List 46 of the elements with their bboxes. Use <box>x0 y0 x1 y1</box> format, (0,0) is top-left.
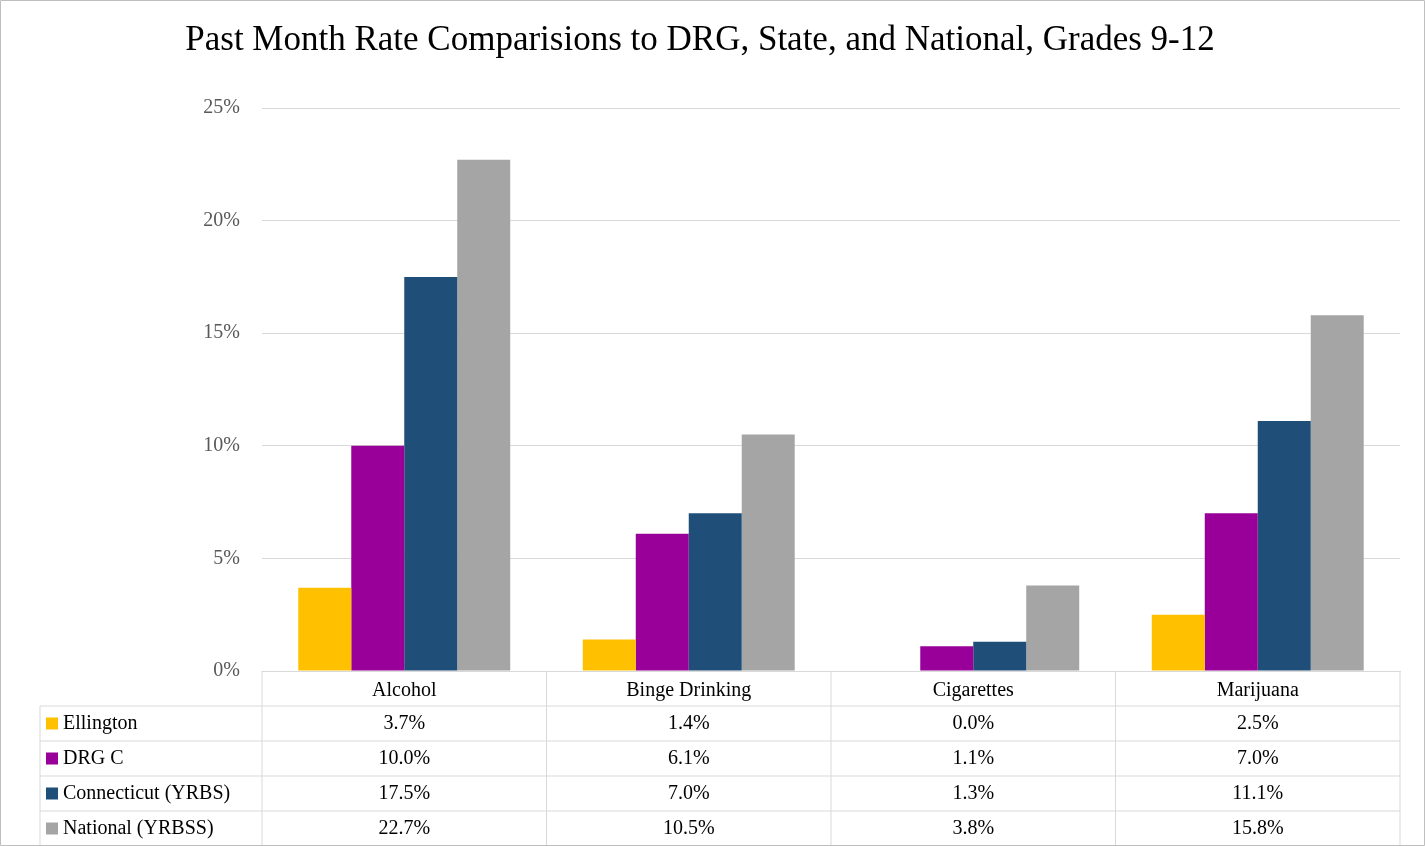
bar <box>1026 585 1080 671</box>
data-label: 0.0% <box>952 710 995 733</box>
data-label: 10.0% <box>378 745 431 768</box>
data-label: 3.8% <box>952 815 995 838</box>
y-tick-label: 10% <box>203 433 240 456</box>
bar <box>298 587 352 671</box>
x-tick-label: Cigarettes <box>932 678 1014 702</box>
bar <box>1151 614 1205 671</box>
bar <box>635 533 689 671</box>
bar <box>973 641 1027 671</box>
bar <box>741 434 795 671</box>
legend-label: Connecticut (YRBS) <box>63 780 231 804</box>
data-label: 10.5% <box>662 815 715 838</box>
data-label: 2.5% <box>1236 710 1279 733</box>
bar <box>1204 513 1258 671</box>
data-label: 11.1% <box>1232 780 1284 803</box>
legend-label: Ellington <box>63 710 138 734</box>
bar <box>404 276 458 671</box>
bar <box>920 646 974 671</box>
data-label: 7.0% <box>1236 745 1279 768</box>
y-tick-label: 5% <box>213 545 240 568</box>
bar <box>1310 315 1364 671</box>
data-label: 1.3% <box>952 780 995 803</box>
data-label: 22.7% <box>378 815 431 838</box>
data-label: 3.7% <box>383 710 426 733</box>
bar <box>457 159 511 671</box>
x-tick-label: Marijuana <box>1216 678 1299 702</box>
data-label: 6.1% <box>667 745 710 768</box>
y-tick-label: 25% <box>203 95 240 118</box>
data-label: 1.4% <box>667 710 710 733</box>
x-tick-label: Alcohol <box>372 678 437 701</box>
y-tick-label: 0% <box>213 658 240 681</box>
y-tick-label: 20% <box>203 207 240 230</box>
bar <box>582 639 636 671</box>
data-label: 1.1% <box>952 745 995 768</box>
data-label: 7.0% <box>667 780 710 803</box>
legend-label: National (YRBSS) <box>63 815 214 839</box>
legend-label: DRG C <box>63 745 124 768</box>
chart-title: Past Month Rate Comparisions to DRG, State, and National, Grades 9-12 <box>185 19 1215 59</box>
bar <box>351 445 405 671</box>
y-tick-label: 15% <box>203 320 240 343</box>
data-label: 17.5% <box>378 780 431 803</box>
bar <box>688 513 742 671</box>
bar <box>1257 421 1311 671</box>
data-label: 15.8% <box>1231 815 1284 838</box>
x-tick-label: Binge Drinking <box>626 678 752 702</box>
